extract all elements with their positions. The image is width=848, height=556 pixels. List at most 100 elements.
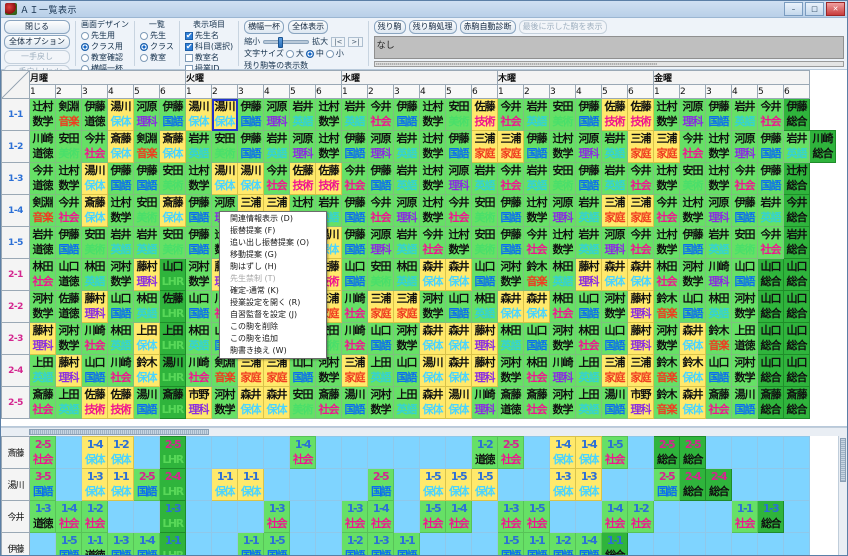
lesson-cell[interactable]: 斎藤 保体 xyxy=(107,130,134,163)
lesson-cell[interactable]: 森井 保体 xyxy=(445,354,472,387)
teacher-slot-cell[interactable] xyxy=(289,500,316,533)
lesson-cell[interactable]: 岩井 英語 xyxy=(523,162,550,195)
lesson-cell[interactable]: 森井 保体 xyxy=(419,386,446,419)
teacher-slot-cell[interactable]: 1-1 国語 xyxy=(393,532,420,555)
lesson-cell[interactable]: 安田 美術 xyxy=(679,162,706,195)
lesson-cell[interactable]: 林田社会 xyxy=(575,322,602,355)
lesson-cell[interactable]: 今井 社会 xyxy=(653,194,680,227)
lesson-cell[interactable]: 河原理科 xyxy=(575,130,602,163)
last-shown-button[interactable]: 最後に示した駒を表示 xyxy=(518,20,607,34)
teacher-slot-cell[interactable] xyxy=(263,436,290,469)
lesson-cell[interactable]: 川崎 理科 xyxy=(549,354,576,387)
lesson-cell[interactable]: 湯川 国語 xyxy=(341,386,368,419)
lesson-cell[interactable]: 岩井 英語 xyxy=(705,226,732,259)
lesson-cell[interactable]: 林田 英語 xyxy=(133,290,160,323)
teacher-label-斎藤[interactable]: 斎藤 xyxy=(1,436,30,469)
teacher-slot-cell[interactable]: 1-5 保体 xyxy=(471,468,498,501)
lesson-cell[interactable]: 上田 英語 xyxy=(367,354,394,387)
lesson-cell[interactable]: 河村 数学 xyxy=(393,322,420,355)
teacher-slot-cell[interactable] xyxy=(523,468,550,501)
teacher-slot-cell[interactable]: 1-4 社会 xyxy=(289,436,316,469)
teacher-slot-cell[interactable]: 1-3 総合 xyxy=(757,500,784,533)
lesson-cell[interactable]: 湯川保体 xyxy=(445,386,472,419)
teacher-slot-cell[interactable] xyxy=(315,468,342,501)
lesson-cell[interactable]: 佐藤技術 xyxy=(81,386,108,419)
lesson-cell[interactable]: 河村 数学 xyxy=(731,290,758,323)
teacher-label-湯川[interactable]: 湯川 xyxy=(1,468,30,501)
lesson-cell[interactable]: 山口国語 xyxy=(445,290,472,323)
lesson-cell[interactable]: 川崎 道徳 xyxy=(29,130,56,163)
lesson-cell[interactable]: 林田 英語 xyxy=(497,322,524,355)
lesson-cell[interactable]: 今井 社会 xyxy=(757,226,784,259)
teacher-slot-cell[interactable]: 1-3 保体 xyxy=(575,468,602,501)
lesson-cell[interactable]: 山口国語 xyxy=(341,258,368,291)
context-menu[interactable]: 関連情報表示 (D) 振替提案 (F) 追い出し振替提案 (O) 移動提案 (G) 駒は… xyxy=(219,211,327,359)
zoom-step-back-button[interactable]: |< xyxy=(331,36,346,47)
lesson-cell[interactable]: 河村 数学 xyxy=(653,322,680,355)
teacher-slot-cell[interactable]: 2-5 国語 xyxy=(133,468,160,501)
lesson-cell[interactable]: 湯川 国語 xyxy=(601,386,628,419)
lesson-cell[interactable]: 佐藤技術 xyxy=(471,98,498,131)
lesson-cell[interactable]: 山口 総合 xyxy=(757,322,784,355)
lesson-cell[interactable]: 湯川保体 xyxy=(419,354,446,387)
context-menu-item[interactable]: 移動提案 (G) xyxy=(230,250,277,259)
lesson-cell[interactable]: 安田 美術 xyxy=(55,130,82,163)
lesson-cell[interactable]: 伊藤 国語 xyxy=(393,98,420,131)
lesson-cell[interactable]: 三浦家庭 xyxy=(627,130,654,163)
lesson-cell[interactable]: 林田社会 xyxy=(523,354,550,387)
close-dialog-button[interactable]: 閉じる xyxy=(4,20,70,34)
minimize-button[interactable]: – xyxy=(784,2,803,16)
lesson-cell[interactable]: 河原理科 xyxy=(289,130,316,163)
radio-selected-icon[interactable] xyxy=(305,50,314,58)
lesson-cell[interactable]: 三浦家庭 xyxy=(601,354,628,387)
teacher-slot-cell[interactable] xyxy=(367,436,394,469)
teacher-label-今井[interactable]: 今井 xyxy=(1,500,30,533)
lesson-cell[interactable]: 辻村数学 xyxy=(653,98,680,131)
teacher-slot-cell[interactable]: 1-4 国語 xyxy=(575,532,602,555)
teacher-slot-cell[interactable] xyxy=(627,532,654,555)
lesson-cell[interactable]: 藤村理科 xyxy=(471,322,498,355)
teacher-slot-cell[interactable]: 1-3 LHR xyxy=(159,500,186,533)
teacher-slot-cell[interactable]: 1-1 国語 xyxy=(523,532,550,555)
design-option-class[interactable]: クラス用 xyxy=(81,42,129,52)
teacher-slot-cell[interactable]: 1-4 保体 xyxy=(549,436,576,469)
lesson-cell[interactable]: 辻村数学 xyxy=(445,226,472,259)
lesson-cell[interactable]: 川崎社会 xyxy=(341,290,368,323)
teacher-slot-cell[interactable] xyxy=(757,532,784,555)
lesson-cell[interactable]: 安田 美術 xyxy=(471,194,498,227)
context-menu-item[interactable]: 確定-通常 (K) xyxy=(230,286,279,295)
teacher-slot-cell[interactable] xyxy=(783,468,810,501)
lesson-cell[interactable]: 斎藤 社会 xyxy=(523,386,550,419)
lesson-cell[interactable]: 辻村数学 xyxy=(549,226,576,259)
lesson-cell[interactable]: 上田 英語 xyxy=(575,354,602,387)
lesson-cell[interactable]: 佐藤技術 xyxy=(315,162,342,195)
lesson-cell[interactable]: 山口国語 xyxy=(471,258,498,291)
teacher-slot-cell[interactable] xyxy=(341,468,368,501)
lesson-cell[interactable]: 上田 英語 xyxy=(29,354,56,387)
lesson-cell[interactable]: 三浦家庭 xyxy=(627,354,654,387)
teacher-slot-cell[interactable]: 1-3 国語 xyxy=(107,532,134,555)
teacher-slot-cell[interactable] xyxy=(783,436,810,469)
lesson-cell[interactable]: 山口国語 xyxy=(289,354,316,387)
teacher-slot-cell[interactable] xyxy=(393,500,420,533)
lesson-cell[interactable]: 三浦家庭 xyxy=(601,194,628,227)
lesson-cell[interactable]: 上田 英語 xyxy=(393,386,420,419)
global-option-button[interactable]: 全体オプション xyxy=(4,35,70,49)
teacher-slot-cell[interactable]: 1-3 社会 xyxy=(497,500,524,533)
lesson-cell[interactable]: 伊藤 国語 xyxy=(107,162,134,195)
lesson-cell[interactable]: 辻村数学 xyxy=(549,130,576,163)
lesson-cell[interactable]: 上田道徳 xyxy=(731,322,758,355)
context-menu-item[interactable]: 駒はずし (H) xyxy=(230,262,277,271)
lesson-cell[interactable]: 川崎 総合 xyxy=(809,130,836,163)
class-label-2-4[interactable]: 2-4 xyxy=(1,354,30,387)
context-menu-item[interactable]: 駒書き換え (W) xyxy=(230,346,287,355)
zoom-slider[interactable] xyxy=(263,36,310,48)
memo-display[interactable]: なし xyxy=(373,36,844,59)
class-label-1-1[interactable]: 1-1 xyxy=(1,98,30,131)
lesson-cell[interactable]: 林田 英語 xyxy=(549,258,576,291)
list-option-room[interactable]: 教室 xyxy=(140,53,174,63)
teacher-slot-cell[interactable]: 1-4 国語 xyxy=(133,532,160,555)
lesson-cell[interactable]: 森井 保体 xyxy=(679,322,706,355)
teacher-slot-cell[interactable] xyxy=(185,532,212,555)
teacher-slot-cell[interactable] xyxy=(237,436,264,469)
